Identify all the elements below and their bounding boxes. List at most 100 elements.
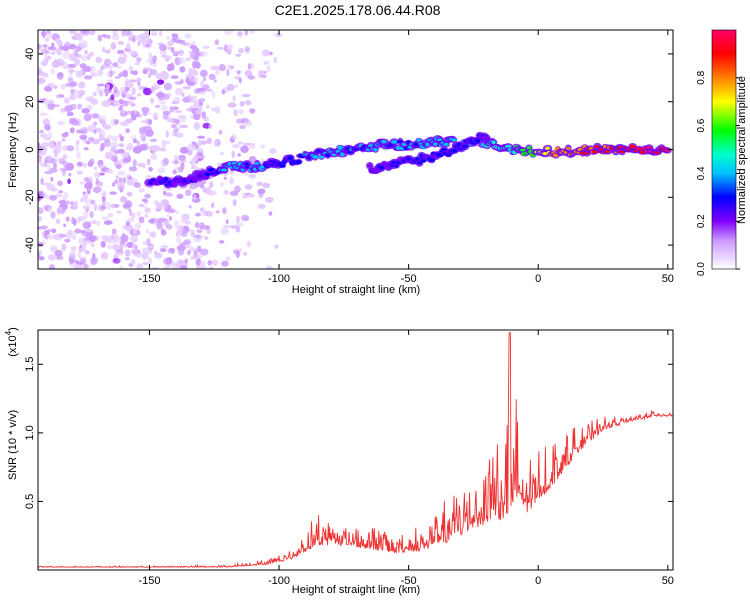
ridge-point — [381, 139, 387, 144]
noise-speckle — [105, 202, 112, 211]
noise-speckle — [39, 193, 45, 200]
noise-speckle — [80, 44, 88, 48]
noise-speckle — [230, 65, 234, 70]
noise-speckle — [148, 51, 152, 60]
noise-speckle — [142, 247, 149, 255]
noise-speckle — [128, 65, 133, 71]
noise-speckle — [189, 247, 197, 252]
noise-speckle — [77, 251, 82, 258]
noise-speckle — [197, 155, 204, 159]
noise-speckle — [228, 48, 232, 53]
noise-speckle — [175, 119, 180, 125]
noise-speckle — [108, 66, 113, 70]
noise-speckle — [62, 154, 68, 160]
noise-speckle — [124, 86, 129, 93]
noise-speckle — [55, 38, 61, 44]
noise-speckle — [174, 51, 178, 55]
noise-speckle — [163, 218, 169, 227]
noise-speckle — [81, 108, 90, 114]
noise-speckle — [194, 222, 200, 229]
noise-speckle — [66, 231, 72, 240]
noise-speckle — [61, 145, 68, 152]
noise-speckle — [73, 201, 78, 207]
noise-speckle — [234, 76, 241, 80]
noise-speckle — [54, 249, 63, 257]
noise-speckle — [82, 193, 88, 201]
noise-speckle — [176, 261, 181, 269]
noise-speckle — [193, 121, 201, 130]
noise-speckle — [112, 182, 116, 187]
noise-speckle — [103, 220, 113, 226]
noise-speckle — [188, 205, 192, 209]
noise-speckle — [149, 97, 155, 104]
noise-speckle — [147, 245, 154, 249]
noise-speckle — [189, 96, 198, 100]
noise-speckle — [261, 49, 271, 57]
noise-speckle — [164, 55, 171, 62]
noise-speckle — [50, 68, 56, 75]
secondary-ridge-point — [482, 135, 490, 140]
noise-speckle — [98, 204, 106, 212]
noise-speckle — [71, 233, 77, 240]
noise-speckle — [120, 121, 129, 127]
noise-speckle — [237, 70, 241, 75]
noise-speckle — [122, 30, 130, 36]
noise-speckle — [93, 203, 98, 212]
noise-speckle — [138, 188, 145, 193]
noise-speckle — [170, 75, 179, 79]
noise-speckle — [150, 86, 155, 94]
noise-speckle — [152, 112, 159, 120]
noise-speckle — [201, 111, 207, 120]
noise-speckle — [176, 110, 182, 114]
noise-speckle — [238, 47, 245, 54]
noise-speckle — [232, 199, 237, 207]
ridge-point — [526, 146, 532, 150]
noise-speckle — [55, 255, 64, 261]
noise-speckle — [215, 210, 220, 214]
noise-speckle — [149, 138, 158, 142]
noise-speckle — [119, 187, 124, 193]
ridge-point — [287, 156, 293, 160]
noise-speckle — [169, 106, 174, 113]
noise-speckle — [201, 212, 206, 217]
noise-speckle — [196, 245, 202, 253]
noise-speckle — [65, 200, 70, 205]
noise-speckle — [133, 228, 138, 235]
noise-speckle — [175, 210, 179, 214]
noise-speckle — [90, 243, 95, 247]
noise-speckle — [49, 194, 57, 201]
noise-speckle — [76, 151, 81, 159]
noise-speckle — [107, 245, 114, 250]
noise-speckle — [144, 30, 149, 36]
noise-speckle — [134, 62, 141, 66]
noise-speckle — [134, 222, 142, 230]
noise-speckle — [83, 263, 90, 269]
noise-speckle — [199, 69, 208, 78]
noise-speckle — [41, 141, 49, 148]
noise-speckle — [58, 190, 63, 194]
noise-speckle — [257, 203, 266, 209]
noise-speckle — [232, 95, 236, 102]
noise-speckle — [214, 39, 220, 46]
noise-speckle — [38, 215, 43, 222]
noise-speckle — [85, 229, 94, 233]
noise-speckle — [107, 213, 114, 218]
noise-speckle — [144, 213, 149, 219]
noise-speckle — [124, 256, 130, 261]
noise-speckle — [207, 260, 213, 266]
noise-speckle — [166, 213, 171, 218]
noise-speckle — [89, 211, 94, 218]
ridge-point — [629, 144, 636, 149]
noise-speckle — [85, 141, 91, 145]
noise-speckle — [85, 250, 90, 255]
noise-speckle — [206, 137, 212, 144]
noise-speckle — [182, 96, 192, 103]
noise-speckle — [57, 180, 63, 186]
noise-speckle — [155, 202, 161, 209]
noise-speckle — [138, 216, 145, 224]
noise-speckle — [126, 142, 134, 150]
colorbar-tick-label: 0.8 — [696, 70, 707, 84]
noise-speckle — [101, 100, 111, 108]
x-tick-label: -100 — [268, 273, 290, 285]
noise-speckle — [184, 220, 191, 226]
